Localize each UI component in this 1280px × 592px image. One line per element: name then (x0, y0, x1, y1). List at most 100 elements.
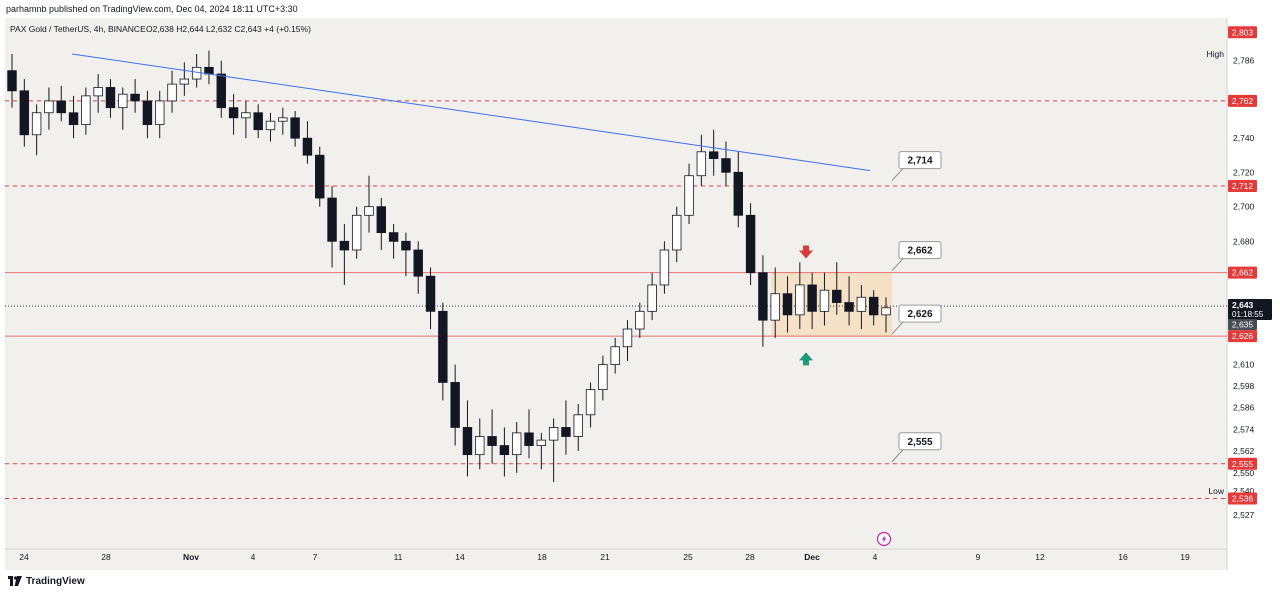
y-tick-label: 2,680 (1233, 236, 1255, 246)
price-tag-label: 2,803 (1232, 27, 1254, 37)
candle-2 (31, 104, 42, 156)
price-tag-label: 2,712 (1232, 181, 1254, 191)
x-tick-label: 11 (394, 552, 403, 562)
candle-55 (684, 163, 694, 224)
price-tag-label: 2,536 (1232, 494, 1254, 504)
candle-37 (462, 400, 473, 477)
x-tick-label: 28 (745, 552, 755, 562)
countdown-label: 01:18:55 (1232, 310, 1264, 319)
plot-background (5, 18, 1227, 570)
secondary-price-tag: 2,635 (1228, 319, 1257, 331)
candle-25 (315, 146, 325, 207)
candle-44 (548, 418, 559, 483)
candle-11 (142, 90, 153, 139)
callout-label: 2,714 (907, 156, 932, 167)
candle-41 (511, 422, 522, 473)
callout-2[interactable]: 2,626 (891, 304, 942, 335)
candle-4 (56, 85, 66, 122)
candle-3 (44, 87, 54, 130)
y-tick-label: 2,540 (1233, 486, 1255, 496)
callout-1[interactable]: 2,662 (891, 241, 942, 272)
y-tick-label: 2,574 (1233, 424, 1255, 434)
price-tag-2,762: 2,762 (1228, 94, 1257, 107)
candle-29 (364, 175, 374, 233)
candle-71 (881, 297, 891, 333)
candle-58 (721, 141, 731, 187)
y-tick-label: 2,720 (1233, 167, 1255, 177)
x-tick-label: 21 (600, 552, 610, 562)
x-tick-label: 9 (976, 552, 981, 562)
x-tick-label: 16 (1118, 552, 1128, 562)
candle-30 (376, 198, 387, 250)
candle-35 (438, 302, 448, 401)
published-text: parhamnb published on TradingView.com, D… (6, 4, 298, 14)
price-tag-label: 2,626 (1232, 331, 1254, 341)
callout-3[interactable]: 2,555 (891, 432, 942, 463)
price-tag-label: 2,662 (1232, 268, 1254, 278)
candle-68 (844, 276, 854, 326)
candle-14 (179, 62, 190, 96)
candle-33 (413, 241, 423, 294)
candle-51 (635, 302, 645, 338)
brand-label: TradingView (26, 575, 85, 587)
x-tick-label: 12 (1035, 552, 1045, 562)
y-tick-label: 2,562 (1233, 446, 1255, 456)
candle-22 (278, 107, 288, 135)
candle-20 (253, 104, 263, 139)
candle-23 (290, 111, 300, 147)
candle-62 (770, 267, 780, 338)
candle-46 (573, 403, 583, 452)
candle-50 (622, 320, 633, 361)
price-tag-label: 2,555 (1232, 459, 1254, 469)
candle-45 (561, 400, 571, 455)
x-tick-label: 7 (313, 552, 318, 562)
low-label: Low (1208, 486, 1224, 496)
candle-43 (536, 432, 547, 470)
candle-10 (130, 79, 140, 113)
time-axis-layer: 24 28 Nov 4 7 11 14 18 21 25 28 Dec 4 9 12 16 19 (19, 552, 1190, 562)
x-tick-label: 14 (455, 552, 465, 562)
price-axis-layer: 2,786 2,740 2,720 2,700 2,680 2,610 2,598 2,586… (1207, 26, 1272, 520)
candle-47 (585, 382, 596, 428)
candle-61 (758, 255, 768, 347)
candle-69 (856, 284, 867, 330)
candle-24 (302, 121, 313, 164)
candle-52 (647, 272, 657, 321)
candle-17 (216, 60, 226, 118)
y-tick-label: 2,598 (1233, 381, 1255, 391)
callouts-layer: 2,714 2,662 2,626 2,555 (891, 151, 942, 463)
x-tick-label: 25 (683, 552, 693, 562)
candle-0 (7, 53, 17, 108)
candle-27 (339, 223, 350, 285)
y-tick-label: 2,786 (1233, 56, 1255, 66)
current-price-label: 2,643 (1232, 300, 1254, 310)
price-tag-label: 2,762 (1232, 96, 1254, 106)
tradingview-brand[interactable]: TradingView (8, 574, 85, 588)
arrow-up-icon (799, 352, 813, 366)
tradingview-logo-icon (8, 576, 22, 586)
candle-19 (241, 100, 251, 139)
candle-9 (118, 87, 128, 130)
callout-label: 2,626 (907, 309, 932, 320)
candle-31 (388, 223, 399, 259)
price-tag-2,712: 2,712 (1228, 180, 1257, 193)
y-tick-label: 2,527 (1233, 510, 1255, 520)
y-tick-label: 2,586 (1233, 403, 1255, 413)
horizontal-levels-layer (5, 100, 1227, 500)
candle-28 (351, 206, 362, 259)
x-tick-label: 18 (537, 552, 547, 562)
y-tick-label: 2,700 (1233, 202, 1255, 212)
candle-66 (819, 272, 830, 326)
candle-6 (81, 87, 91, 135)
price-tag-2,555: 2,555 (1228, 457, 1257, 470)
price-chart[interactable]: 2,714 2,662 2,626 2,555 2,786 2,740 2,720 2,70… (0, 18, 1280, 570)
candle-70 (868, 290, 879, 326)
candle-40 (499, 427, 510, 477)
price-tag-2,626: 2,626 (1228, 330, 1257, 343)
callout-0[interactable]: 2,714 (891, 151, 942, 181)
ohlc-readout: O2,638 H2,644 L2,632 C2,643 +4 (+0.15%) (146, 24, 311, 34)
lightning-icon[interactable] (876, 531, 892, 547)
candle-65 (807, 272, 817, 330)
trendline[interactable] (71, 53, 871, 172)
